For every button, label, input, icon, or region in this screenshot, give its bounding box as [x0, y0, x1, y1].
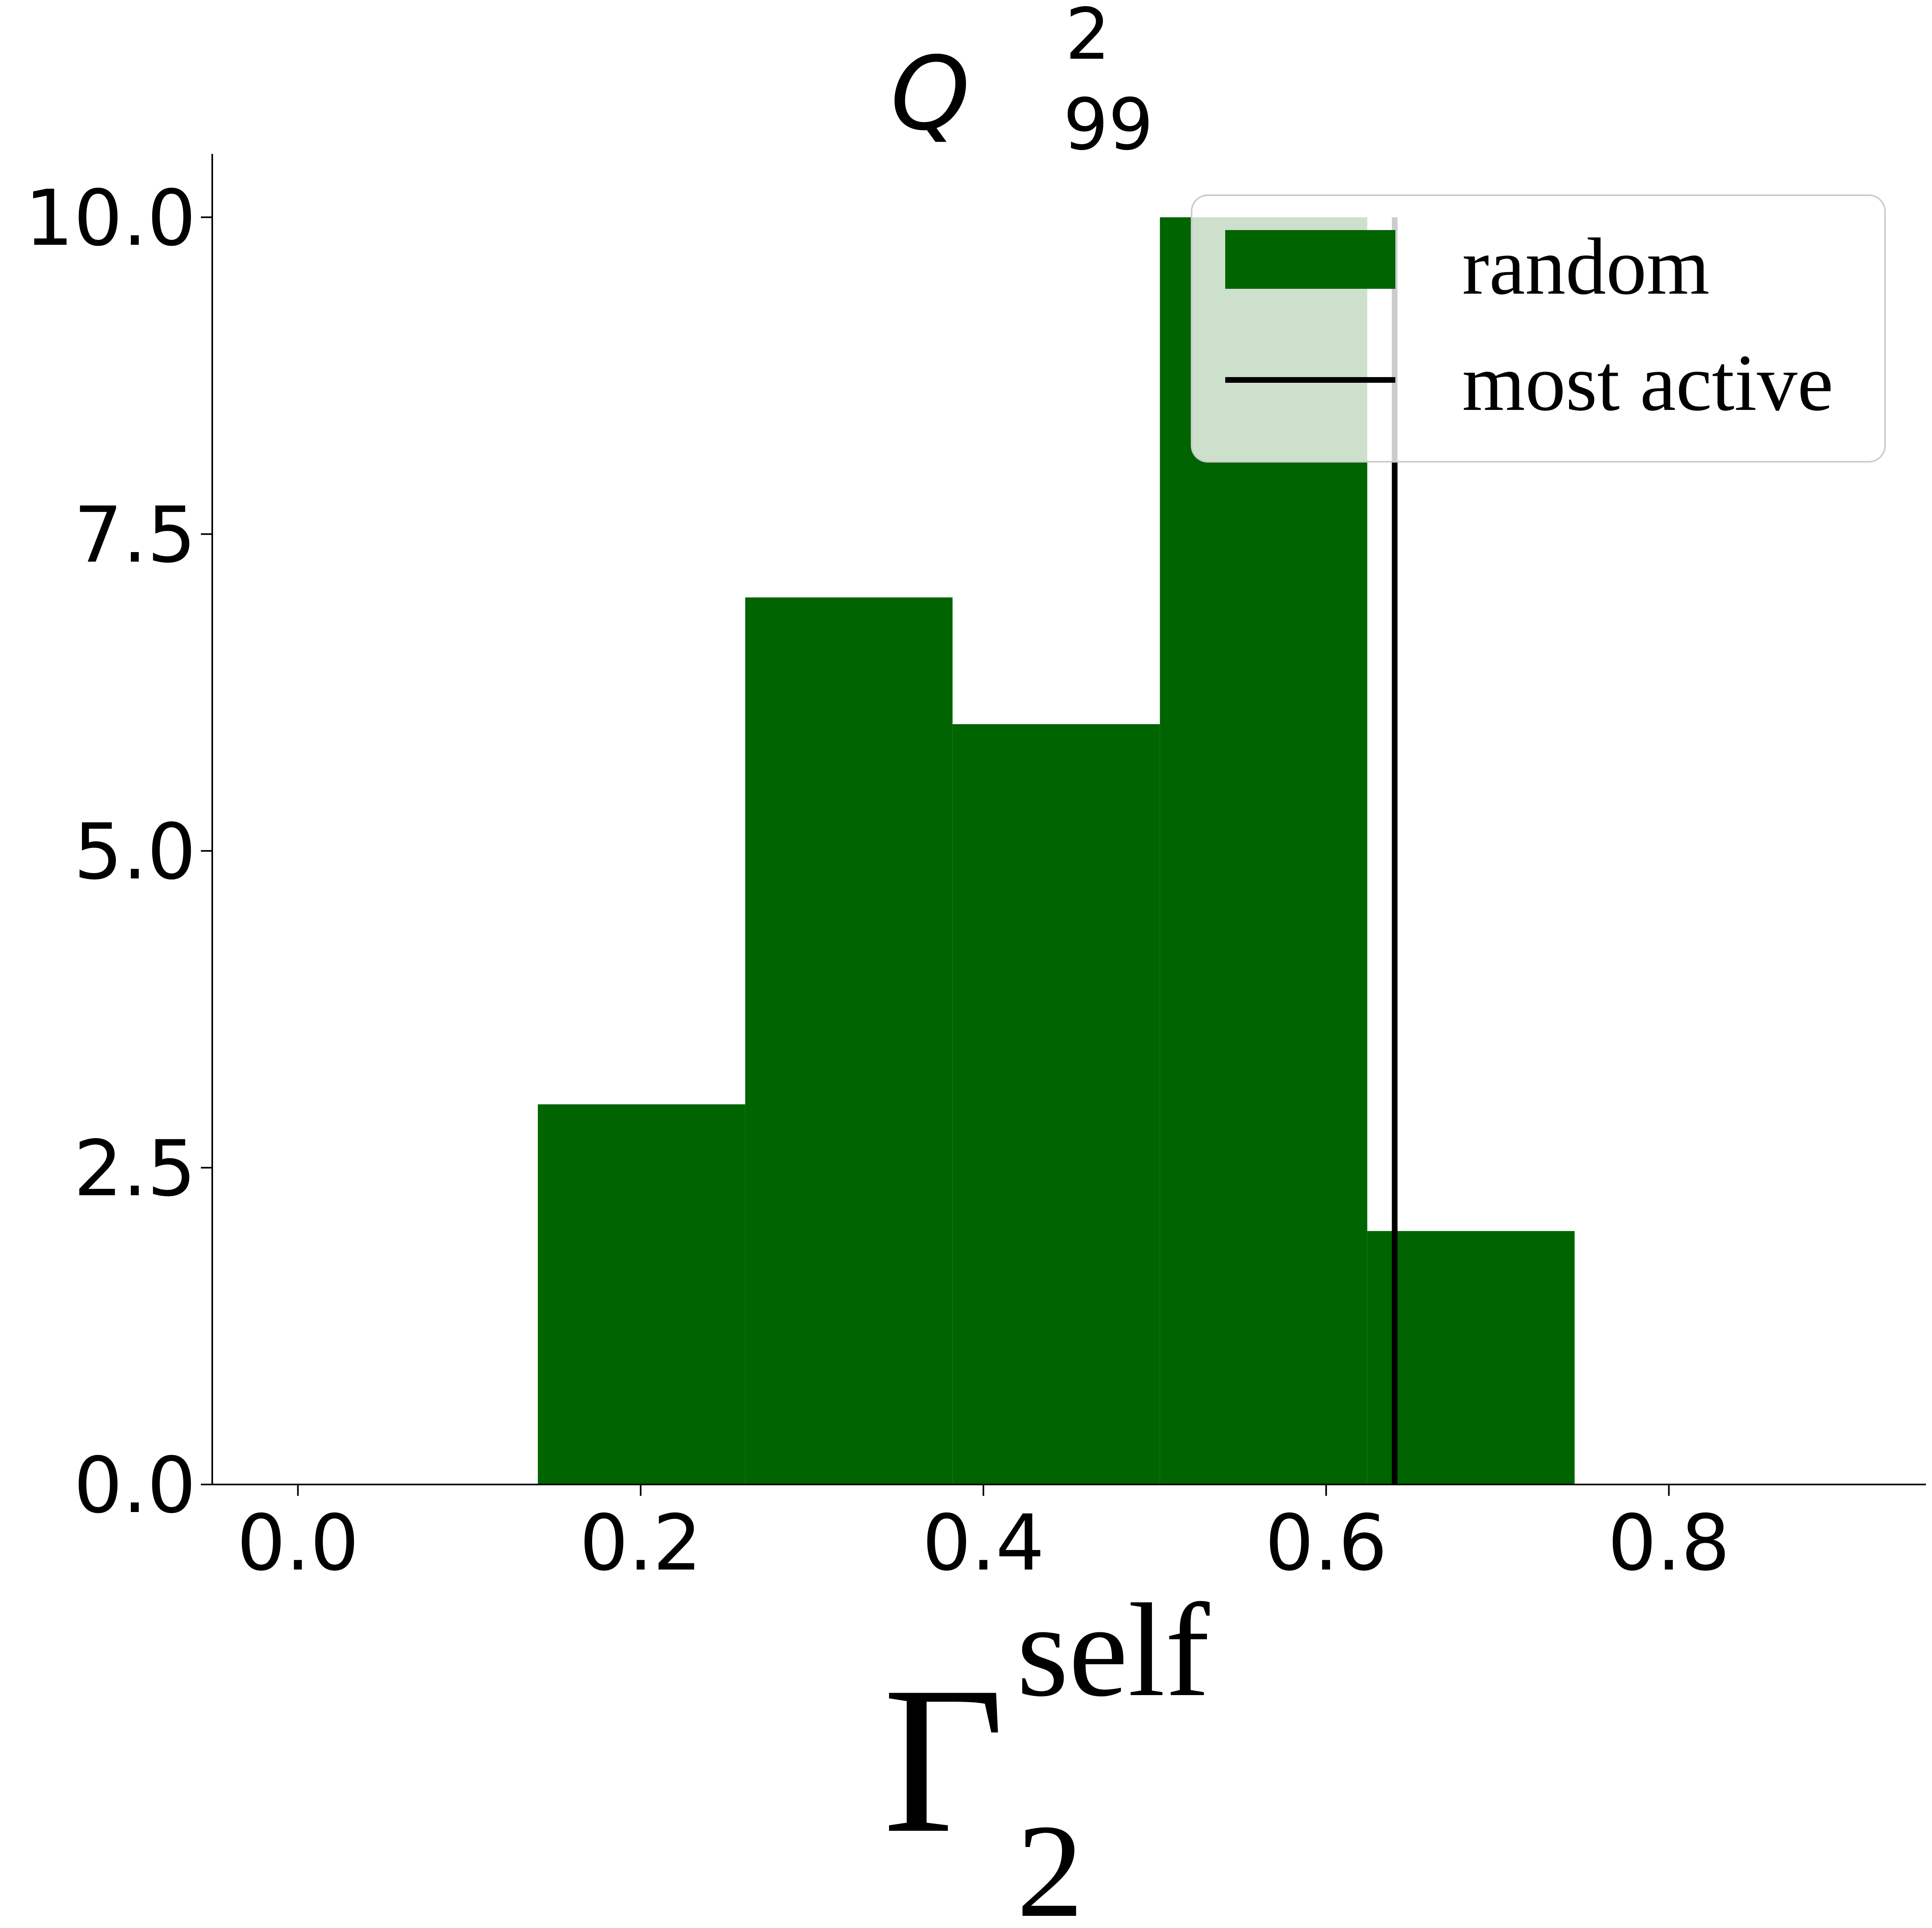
y-ticks: 0.0 2.5 5.0 7.5 10.0 — [25, 173, 212, 1530]
x-tick-label: 0.6 — [1265, 1498, 1387, 1588]
x-ticks: 0.0 0.2 0.4 0.6 0.8 — [237, 1484, 1730, 1588]
axes — [211, 154, 1926, 1485]
legend-label-random: random — [1462, 222, 1710, 311]
x-label-main: Γ — [883, 1644, 1005, 1877]
x-axis-label: Γ self 2 — [883, 1576, 1211, 1928]
legend-label-most-active: most active — [1462, 338, 1833, 428]
x-tick-label: 0.4 — [922, 1498, 1045, 1588]
y-tick-label: 2.5 — [74, 1124, 196, 1214]
x-label-subscript: 2 — [1017, 1797, 1083, 1928]
histogram-bar-5 — [1367, 1231, 1575, 1484]
histogram-bar-2 — [745, 597, 953, 1484]
legend: random most active — [1191, 194, 1886, 463]
histogram-bar-1 — [537, 1104, 745, 1484]
title: Q 2 99 — [890, 0, 1153, 166]
y-tick-label: 7.5 — [74, 491, 196, 580]
x-tick-label: 0.0 — [237, 1498, 359, 1588]
y-tick-label: 10.0 — [25, 173, 196, 263]
title-main: Q — [890, 35, 970, 153]
histogram-bar-3 — [952, 724, 1160, 1484]
x-tick-label: 0.8 — [1608, 1498, 1730, 1588]
x-tick-label: 0.2 — [580, 1498, 702, 1588]
title-superscript: 2 — [1065, 0, 1110, 76]
legend-swatch-random — [1225, 230, 1395, 289]
x-label-superscript: self — [1017, 1576, 1211, 1724]
y-tick-label: 5.0 — [74, 807, 196, 897]
y-tick-label: 0.0 — [74, 1441, 196, 1530]
title-subscript: 99 — [1063, 84, 1154, 166]
